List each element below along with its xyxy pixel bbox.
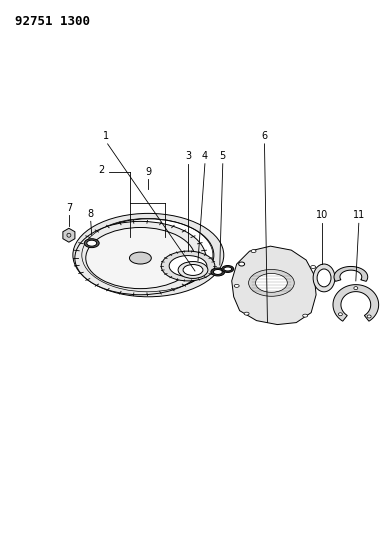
Text: 6: 6 [261,131,267,141]
Ellipse shape [339,313,342,316]
Text: 9: 9 [145,167,151,176]
Text: 1: 1 [103,131,109,141]
Ellipse shape [224,267,232,271]
Text: 8: 8 [88,209,94,220]
Text: 3: 3 [185,151,191,161]
Ellipse shape [239,262,245,266]
Polygon shape [232,246,316,325]
Text: 11: 11 [353,211,365,220]
Ellipse shape [251,249,256,253]
Ellipse shape [211,268,225,276]
Text: 2: 2 [98,165,105,175]
Ellipse shape [83,219,214,292]
Ellipse shape [86,228,195,289]
Polygon shape [333,285,379,321]
Ellipse shape [367,315,371,318]
Text: 7: 7 [66,204,72,213]
Text: 10: 10 [316,211,328,220]
Ellipse shape [249,270,294,296]
Text: 5: 5 [220,151,226,161]
Text: 92751 1300: 92751 1300 [15,15,90,28]
Ellipse shape [222,265,234,272]
Ellipse shape [213,270,222,274]
Ellipse shape [161,251,215,281]
Ellipse shape [244,312,249,315]
Ellipse shape [354,287,358,289]
Ellipse shape [183,264,203,276]
Ellipse shape [317,269,331,287]
Text: 4: 4 [202,151,208,161]
Polygon shape [334,266,368,281]
Ellipse shape [303,314,308,317]
Ellipse shape [73,213,224,297]
Ellipse shape [129,252,151,264]
Ellipse shape [75,221,206,295]
Ellipse shape [87,240,97,246]
Ellipse shape [313,264,335,292]
Polygon shape [63,228,75,242]
Ellipse shape [256,273,287,292]
Ellipse shape [84,239,99,248]
Ellipse shape [234,285,239,287]
Ellipse shape [169,256,207,277]
Ellipse shape [311,265,316,269]
Ellipse shape [178,262,208,278]
